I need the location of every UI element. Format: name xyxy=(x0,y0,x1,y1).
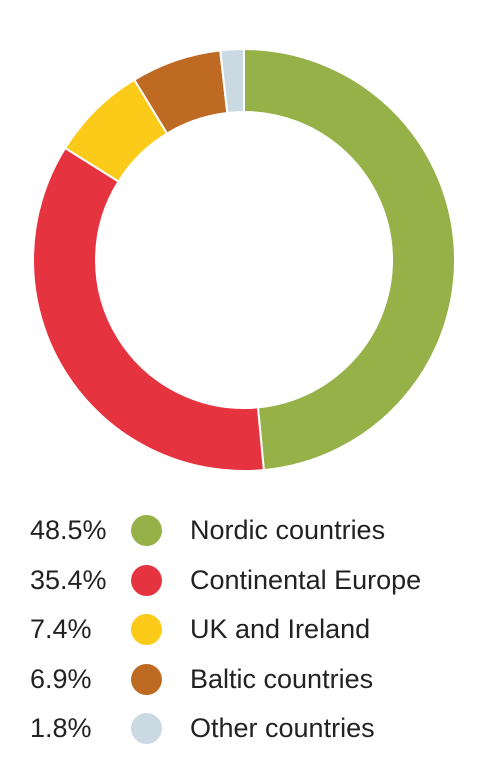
legend-label-baltic-countries: Baltic countries xyxy=(190,663,374,694)
legend-item-uk-and-ireland: 7.4% UK and Ireland xyxy=(0,604,485,654)
legend-value-nordic-countries: 48.5% xyxy=(30,515,107,545)
donut-slice-continental-europe xyxy=(32,146,265,472)
legend-item-continental-europe: 35.4% Continental Europe xyxy=(0,555,485,605)
donut-chart xyxy=(32,47,456,472)
legend-label-uk-and-ireland: UK and Ireland xyxy=(190,614,371,644)
legend-swatch-uk-and-ireland xyxy=(131,614,162,645)
donut-chart-svg xyxy=(32,47,456,472)
legend-label-other-countries: Other countries xyxy=(190,713,375,743)
donut-slice-nordic-countries xyxy=(243,47,456,472)
donut-slice-other-countries xyxy=(219,47,245,115)
legend-swatch-nordic-countries xyxy=(131,515,162,546)
legend-value-continental-europe: 35.4% xyxy=(30,564,107,595)
chart-legend: 48.5% Nordic countries 35.4% Continental… xyxy=(0,505,485,753)
legend-value-baltic-countries: 6.9% xyxy=(30,663,92,694)
legend-swatch-other-countries xyxy=(131,713,162,744)
legend-item-nordic-countries: 48.5% Nordic countries xyxy=(0,505,485,555)
legend-label-continental-europe: Continental Europe xyxy=(190,564,422,595)
legend-item-other-countries: 1.8% Other countries xyxy=(0,703,485,753)
legend-swatch-continental-europe xyxy=(131,564,162,596)
legend-item-baltic-countries: 6.9% Baltic countries xyxy=(0,654,485,704)
legend-value-other-countries: 1.8% xyxy=(30,713,92,743)
legend-label-nordic-countries: Nordic countries xyxy=(190,515,386,545)
legend-swatch-baltic-countries xyxy=(131,663,162,695)
legend-value-uk-and-ireland: 7.4% xyxy=(30,614,92,644)
